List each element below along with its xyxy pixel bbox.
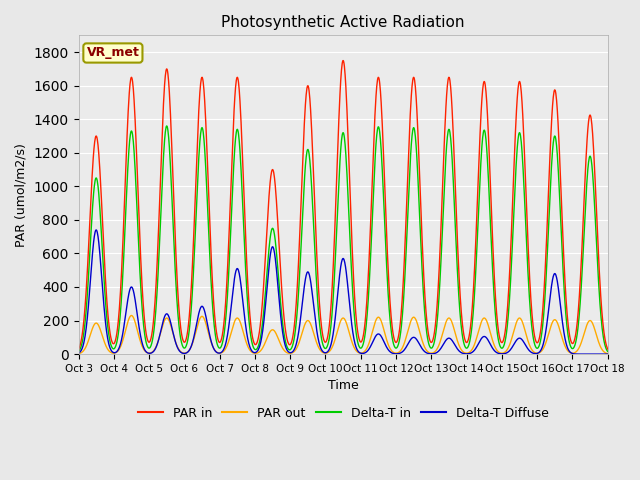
Delta-T in bbox=[495, 337, 502, 343]
Title: Photosynthetic Active Radiation: Photosynthetic Active Radiation bbox=[221, 15, 465, 30]
PAR out bbox=[541, 342, 549, 348]
Delta-T Diffuse bbox=[92, 227, 100, 233]
Line: Delta-T Diffuse: Delta-T Diffuse bbox=[79, 230, 608, 354]
Line: PAR in: PAR in bbox=[79, 60, 608, 349]
PAR in bbox=[193, 169, 200, 175]
PAR in bbox=[75, 347, 83, 352]
Delta-T Diffuse bbox=[604, 351, 612, 357]
PAR out bbox=[127, 312, 135, 318]
PAR out bbox=[426, 350, 433, 356]
Delta-T in bbox=[180, 345, 188, 351]
Delta-T in bbox=[541, 290, 549, 296]
PAR out bbox=[180, 350, 188, 356]
PAR in bbox=[541, 267, 549, 273]
Delta-T Diffuse bbox=[541, 332, 549, 338]
Text: VR_met: VR_met bbox=[86, 47, 140, 60]
Line: Delta-T in: Delta-T in bbox=[79, 126, 608, 352]
Delta-T in bbox=[252, 347, 260, 352]
PAR in bbox=[604, 346, 612, 352]
Delta-T in bbox=[163, 123, 171, 129]
X-axis label: Time: Time bbox=[328, 379, 358, 392]
Delta-T Diffuse bbox=[495, 350, 502, 356]
Delta-T Diffuse bbox=[180, 350, 188, 356]
Legend: PAR in, PAR out, Delta-T in, Delta-T Diffuse: PAR in, PAR out, Delta-T in, Delta-T Dif… bbox=[132, 402, 554, 425]
PAR out bbox=[604, 351, 612, 357]
PAR out bbox=[75, 351, 83, 357]
Delta-T in bbox=[75, 349, 83, 355]
Line: PAR out: PAR out bbox=[79, 315, 608, 354]
PAR out bbox=[252, 350, 260, 356]
PAR in bbox=[426, 336, 433, 341]
PAR in bbox=[495, 328, 502, 334]
Delta-T Diffuse bbox=[252, 349, 260, 355]
Delta-T Diffuse bbox=[75, 350, 83, 356]
PAR in bbox=[179, 338, 187, 344]
PAR out bbox=[495, 349, 502, 355]
PAR in bbox=[339, 58, 347, 63]
PAR in bbox=[252, 342, 259, 348]
PAR out bbox=[193, 326, 200, 332]
Delta-T in bbox=[193, 201, 200, 207]
Y-axis label: PAR (umol/m2/s): PAR (umol/m2/s) bbox=[15, 143, 28, 247]
Delta-T in bbox=[604, 348, 612, 354]
Delta-T Diffuse bbox=[426, 351, 433, 357]
Delta-T in bbox=[426, 343, 433, 348]
Delta-T Diffuse bbox=[193, 321, 200, 327]
